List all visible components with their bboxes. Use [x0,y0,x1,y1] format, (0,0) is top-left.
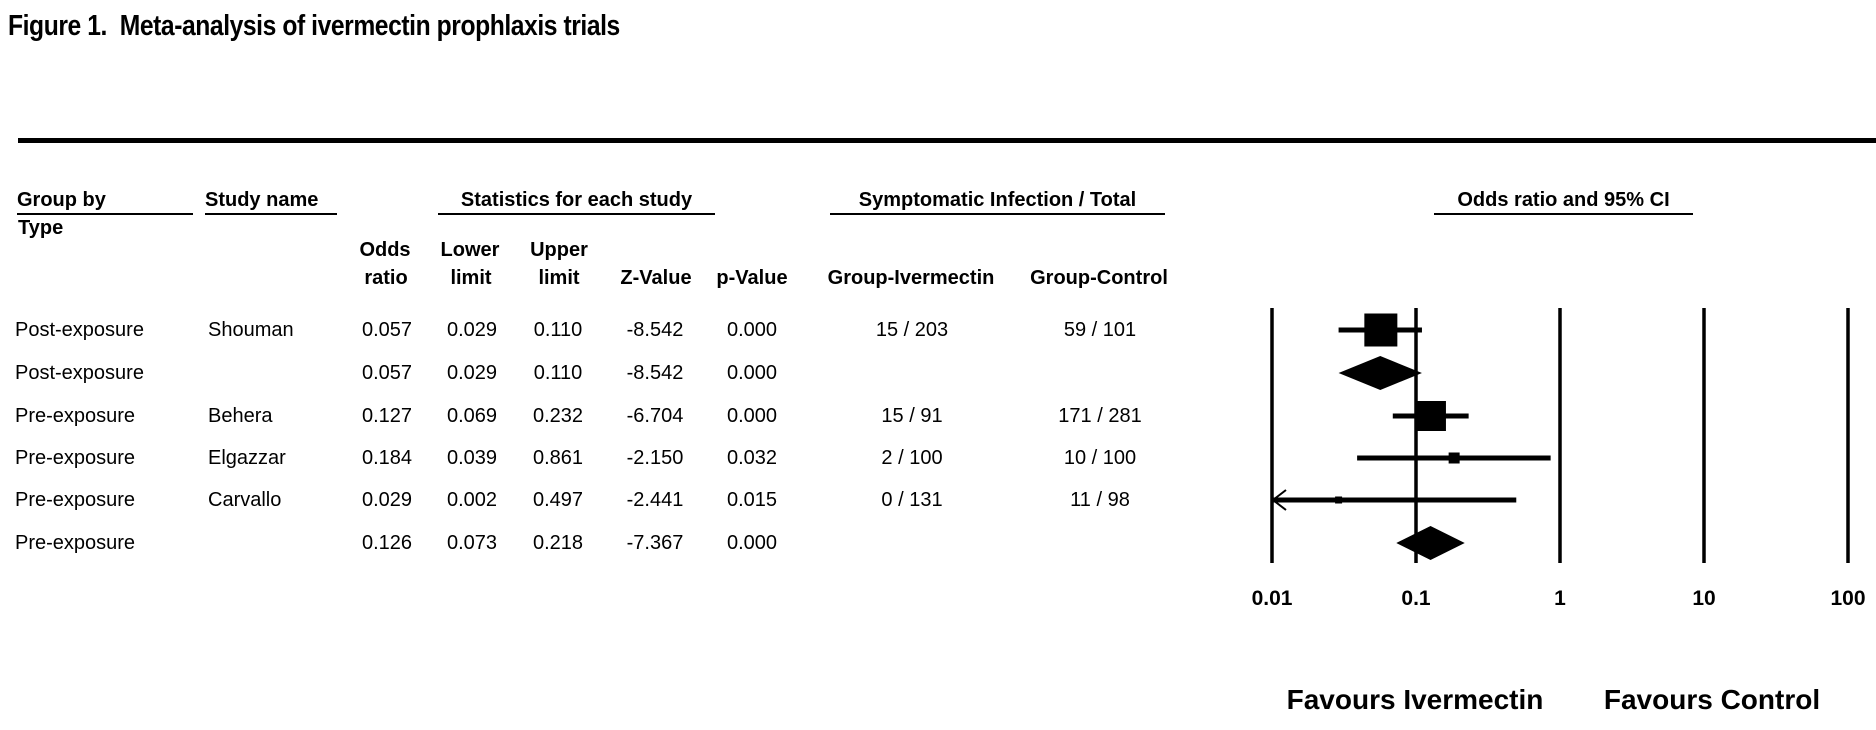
cell-study: Carvallo [208,489,282,511]
statistics-header: Statistics for each study [438,188,715,215]
upper-limit-col-header2: limit [538,267,580,289]
cell-odds: 0.029 [361,489,413,511]
cell-ivermectin: 0 / 131 [881,489,943,511]
cell-p: 0.015 [726,489,778,511]
study-marker [1448,452,1460,464]
cell-p: 0.000 [726,319,778,341]
cell-group: Pre-exposure [15,447,136,469]
cell-group: Pre-exposure [15,405,136,427]
cell-upper: 0.861 [532,447,584,469]
cell-ivermectin: 15 / 91 [881,405,943,427]
cell-group: Pre-exposure [15,489,136,511]
group-by-header-line2: Type [18,217,64,239]
cell-z: -2.150 [626,447,684,469]
favours-ivermectin-label: Favours Ivermectin [1286,684,1544,715]
group-ivermectin-col-header: Group-Ivermectin [827,267,995,289]
odds-ratio-col-header2: ratio [364,267,408,289]
summary-diamond [1338,356,1422,390]
infection-header: Symptomatic Infection / Total [830,188,1165,215]
cell-odds: 0.184 [361,447,413,469]
cell-group: Pre-exposure [15,532,136,554]
axis-tick-label: 0.01 [1252,587,1293,610]
cell-control: 10 / 100 [1063,447,1137,469]
cell-upper: 0.110 [533,319,583,341]
cell-control: 59 / 101 [1063,319,1137,341]
z-value-col-header: Z-Value [620,267,692,289]
axis-tick-label: 10 [1692,587,1715,610]
odds-ratio-col-header: Odds [359,239,411,261]
study-marker [1415,401,1446,431]
cell-group: Post-exposure [15,362,144,384]
upper-limit-col-header: Upper [530,239,588,261]
cell-p: 0.000 [726,362,778,384]
cell-upper: 0.497 [532,489,584,511]
cell-lower: 0.029 [446,362,498,384]
arrow-left-icon [1271,489,1287,511]
top-rule [18,138,1876,143]
group-control-col-header: Group-Control [1030,267,1168,289]
cell-group: Post-exposure [15,319,144,341]
cell-odds: 0.126 [361,532,413,554]
cell-study: Shouman [208,319,294,341]
favours-control-label: Favours Control [1603,684,1821,715]
cell-z: -7.367 [626,532,684,554]
cell-odds: 0.057 [361,362,413,384]
cell-lower: 0.073 [446,532,498,554]
cell-control: 171 / 281 [1058,405,1142,427]
cell-z: -6.704 [626,405,684,427]
cell-study: Behera [208,405,273,427]
cell-z: -2.441 [626,489,684,511]
cell-odds: 0.127 [361,405,413,427]
plot-header: Odds ratio and 95% CI [1434,188,1693,215]
axis-tick-label: 1 [1554,587,1566,610]
cell-ivermectin: 2 / 100 [881,447,943,469]
cell-p: 0.000 [726,405,778,427]
cell-ivermectin: 15 / 203 [875,319,949,341]
cell-upper: 0.218 [532,532,584,554]
axis-tick-label: 100 [1830,587,1865,610]
cell-upper: 0.232 [532,405,584,427]
cell-lower: 0.002 [446,489,498,511]
cell-study: Elgazzar [208,447,286,469]
cell-z: -8.542 [626,319,684,341]
p-value-col-header: p-Value [716,267,788,289]
study-name-header: Study name [205,188,337,215]
study-marker [1364,313,1398,347]
axis-tick-label: 0.1 [1401,587,1431,610]
cell-p: 0.032 [726,447,778,469]
cell-lower: 0.069 [446,405,498,427]
study-marker [1335,496,1343,504]
figure-title: Figure 1. Meta-analysis of ivermectin pr… [8,10,620,42]
lower-limit-col-header: Lower [440,239,500,261]
cell-upper: 0.110 [533,362,583,384]
cell-z: -8.542 [626,362,684,384]
cell-p: 0.000 [726,532,778,554]
cell-control: 11 / 98 [1070,489,1130,511]
lower-limit-col-header2: limit [450,267,492,289]
cell-odds: 0.057 [361,319,413,341]
cell-lower: 0.039 [446,447,498,469]
group-by-header: Group by [17,188,193,215]
summary-diamond [1396,526,1465,560]
cell-lower: 0.029 [446,319,498,341]
